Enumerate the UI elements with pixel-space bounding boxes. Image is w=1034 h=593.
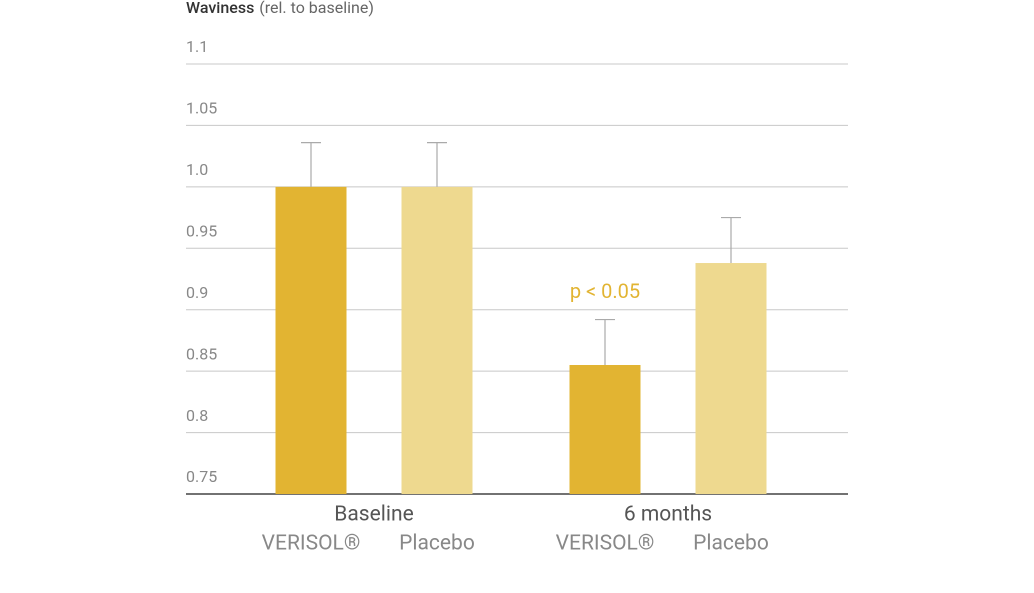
legend-label: VERISOL®: [262, 532, 361, 556]
y-tick-label: 0.9: [186, 283, 208, 302]
y-tick-label: 1.05: [186, 99, 217, 118]
y-axis-name: Waviness: [186, 0, 254, 17]
bar: [695, 263, 767, 494]
y-tick-label: 1.0: [186, 160, 208, 179]
legend-label: Placebo: [693, 532, 769, 556]
y-tick-label: 0.8: [186, 406, 208, 425]
y-axis-label: Waviness (rel. to baseline): [186, 0, 374, 17]
legend-label: Placebo: [399, 532, 475, 556]
y-tick-label: 0.85: [186, 344, 217, 363]
bar: [275, 186, 347, 494]
y-axis-unit: (rel. to baseline): [259, 0, 374, 17]
y-tick-label: 0.95: [186, 222, 217, 241]
annotation: p < 0.05: [570, 279, 640, 303]
y-tick-label: 0.75: [186, 467, 217, 486]
x-tick-label: Baseline: [334, 503, 413, 527]
bar: [401, 186, 473, 494]
legend-label: VERISOL®: [556, 532, 655, 556]
y-tick-label: 1.1: [186, 37, 208, 56]
x-tick-label: 6 months: [624, 503, 712, 527]
bar: [569, 365, 641, 494]
